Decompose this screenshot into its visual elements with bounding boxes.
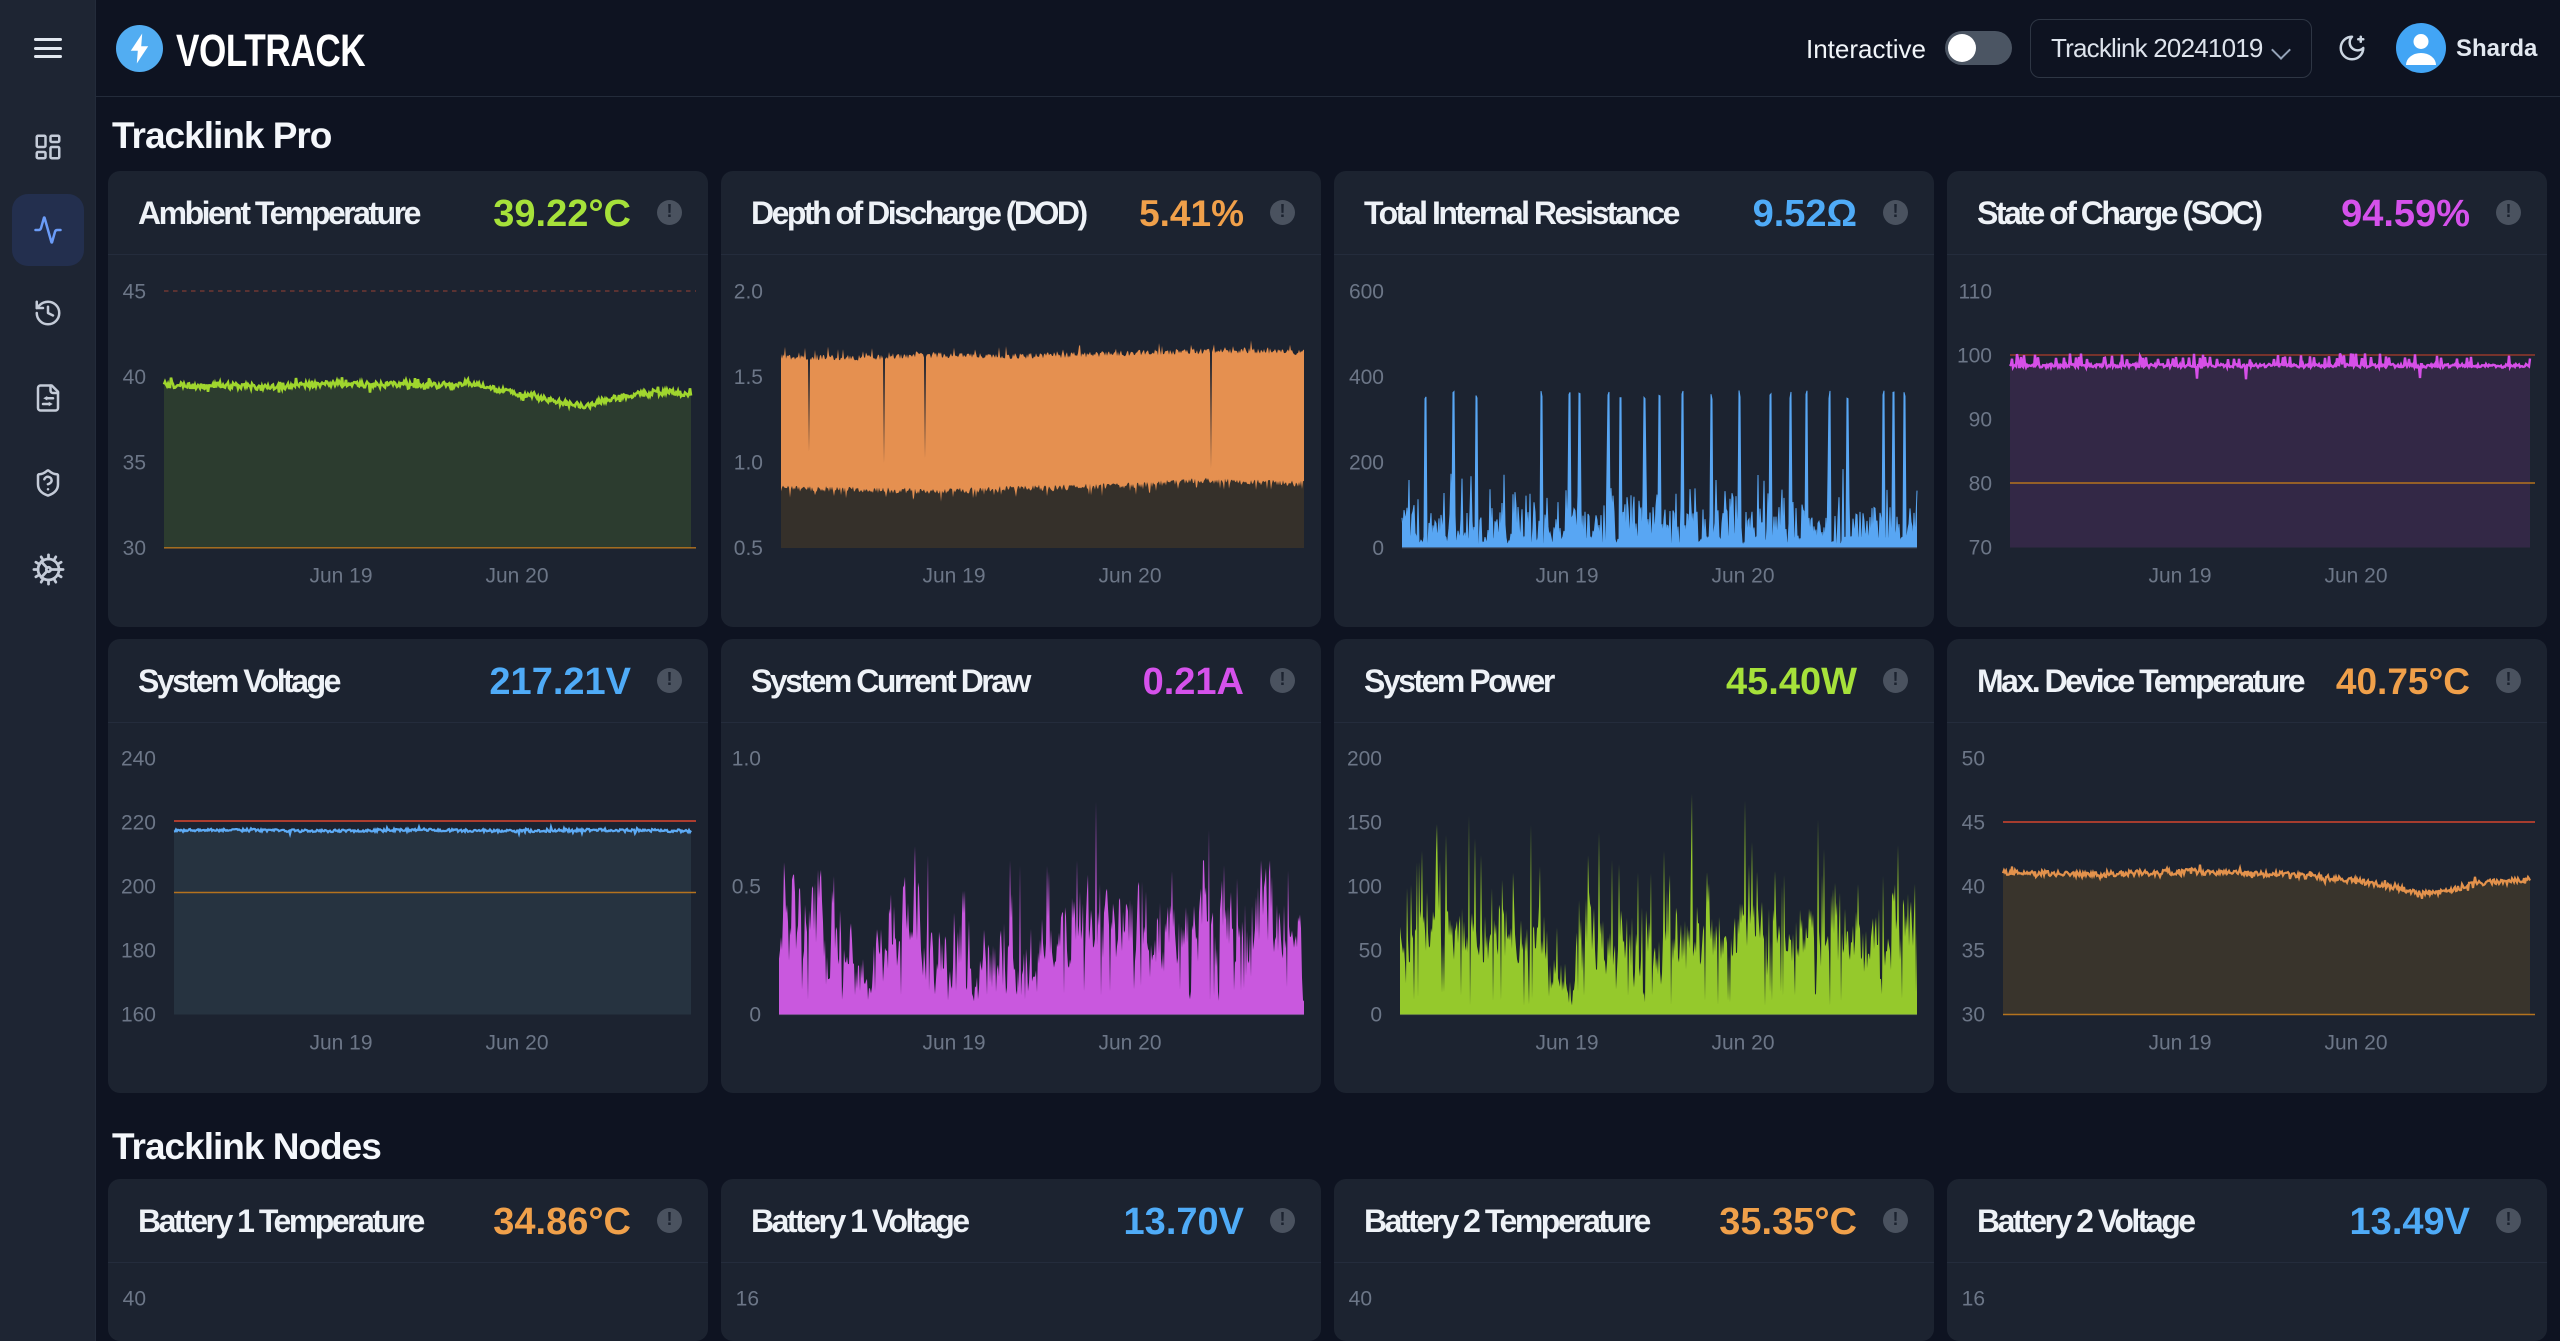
svg-text:150: 150 (1347, 812, 1382, 835)
svg-text:Jun 20: Jun 20 (1098, 1032, 1161, 1055)
svg-text:1.0: 1.0 (732, 748, 761, 771)
svg-text:240: 240 (121, 748, 156, 771)
svg-text:Jun 19: Jun 19 (1535, 1032, 1598, 1055)
svg-text:Jun 20: Jun 20 (485, 1032, 548, 1055)
svg-text:1.0: 1.0 (734, 452, 763, 475)
svg-text:Jun 19: Jun 19 (309, 565, 372, 588)
svg-text:Jun 20: Jun 20 (1711, 1032, 1774, 1055)
svg-text:45: 45 (123, 281, 146, 304)
svg-text:200: 200 (121, 876, 156, 899)
svg-text:35: 35 (123, 452, 146, 475)
svg-text:0: 0 (1372, 537, 1384, 560)
svg-text:80: 80 (1969, 473, 1992, 496)
svg-text:35: 35 (1962, 940, 1985, 963)
svg-text:Jun 20: Jun 20 (1711, 565, 1774, 588)
svg-text:110: 110 (1959, 281, 1992, 304)
svg-text:40: 40 (1962, 876, 1985, 899)
svg-text:40: 40 (123, 366, 146, 389)
svg-text:16: 16 (736, 1288, 759, 1311)
svg-text:40: 40 (123, 1288, 146, 1311)
svg-text:Jun 19: Jun 19 (922, 1032, 985, 1055)
svg-text:400: 400 (1349, 366, 1384, 389)
svg-text:50: 50 (1359, 940, 1382, 963)
svg-text:Jun 19: Jun 19 (309, 1032, 372, 1055)
svg-text:30: 30 (123, 537, 146, 560)
svg-text:30: 30 (1962, 1004, 1985, 1027)
svg-text:Jun 20: Jun 20 (2324, 565, 2387, 588)
svg-text:200: 200 (1349, 452, 1384, 475)
svg-text:16: 16 (1962, 1288, 1985, 1311)
svg-text:160: 160 (121, 1004, 156, 1027)
svg-text:45: 45 (1962, 812, 1985, 835)
svg-text:100: 100 (1957, 345, 1992, 368)
svg-text:70: 70 (1969, 537, 1992, 560)
svg-text:200: 200 (1347, 748, 1382, 771)
svg-text:40: 40 (1349, 1288, 1372, 1311)
svg-text:Jun 19: Jun 19 (922, 565, 985, 588)
svg-text:100: 100 (1347, 876, 1382, 899)
svg-text:220: 220 (121, 812, 156, 835)
svg-text:2.0: 2.0 (734, 281, 763, 304)
svg-text:0: 0 (1370, 1004, 1382, 1027)
svg-text:600: 600 (1349, 281, 1384, 304)
svg-text:Jun 19: Jun 19 (2148, 565, 2211, 588)
svg-text:50: 50 (1962, 748, 1985, 771)
svg-text:0.5: 0.5 (732, 876, 761, 899)
svg-text:Jun 20: Jun 20 (1098, 565, 1161, 588)
svg-text:Jun 20: Jun 20 (2324, 1032, 2387, 1055)
svg-text:1.5: 1.5 (734, 366, 763, 389)
svg-text:0: 0 (749, 1004, 761, 1027)
svg-text:Jun 20: Jun 20 (485, 565, 548, 588)
svg-text:90: 90 (1969, 409, 1992, 432)
svg-text:180: 180 (121, 940, 156, 963)
svg-text:0.5: 0.5 (734, 537, 763, 560)
svg-text:Jun 19: Jun 19 (2148, 1032, 2211, 1055)
svg-text:Jun 19: Jun 19 (1535, 565, 1598, 588)
